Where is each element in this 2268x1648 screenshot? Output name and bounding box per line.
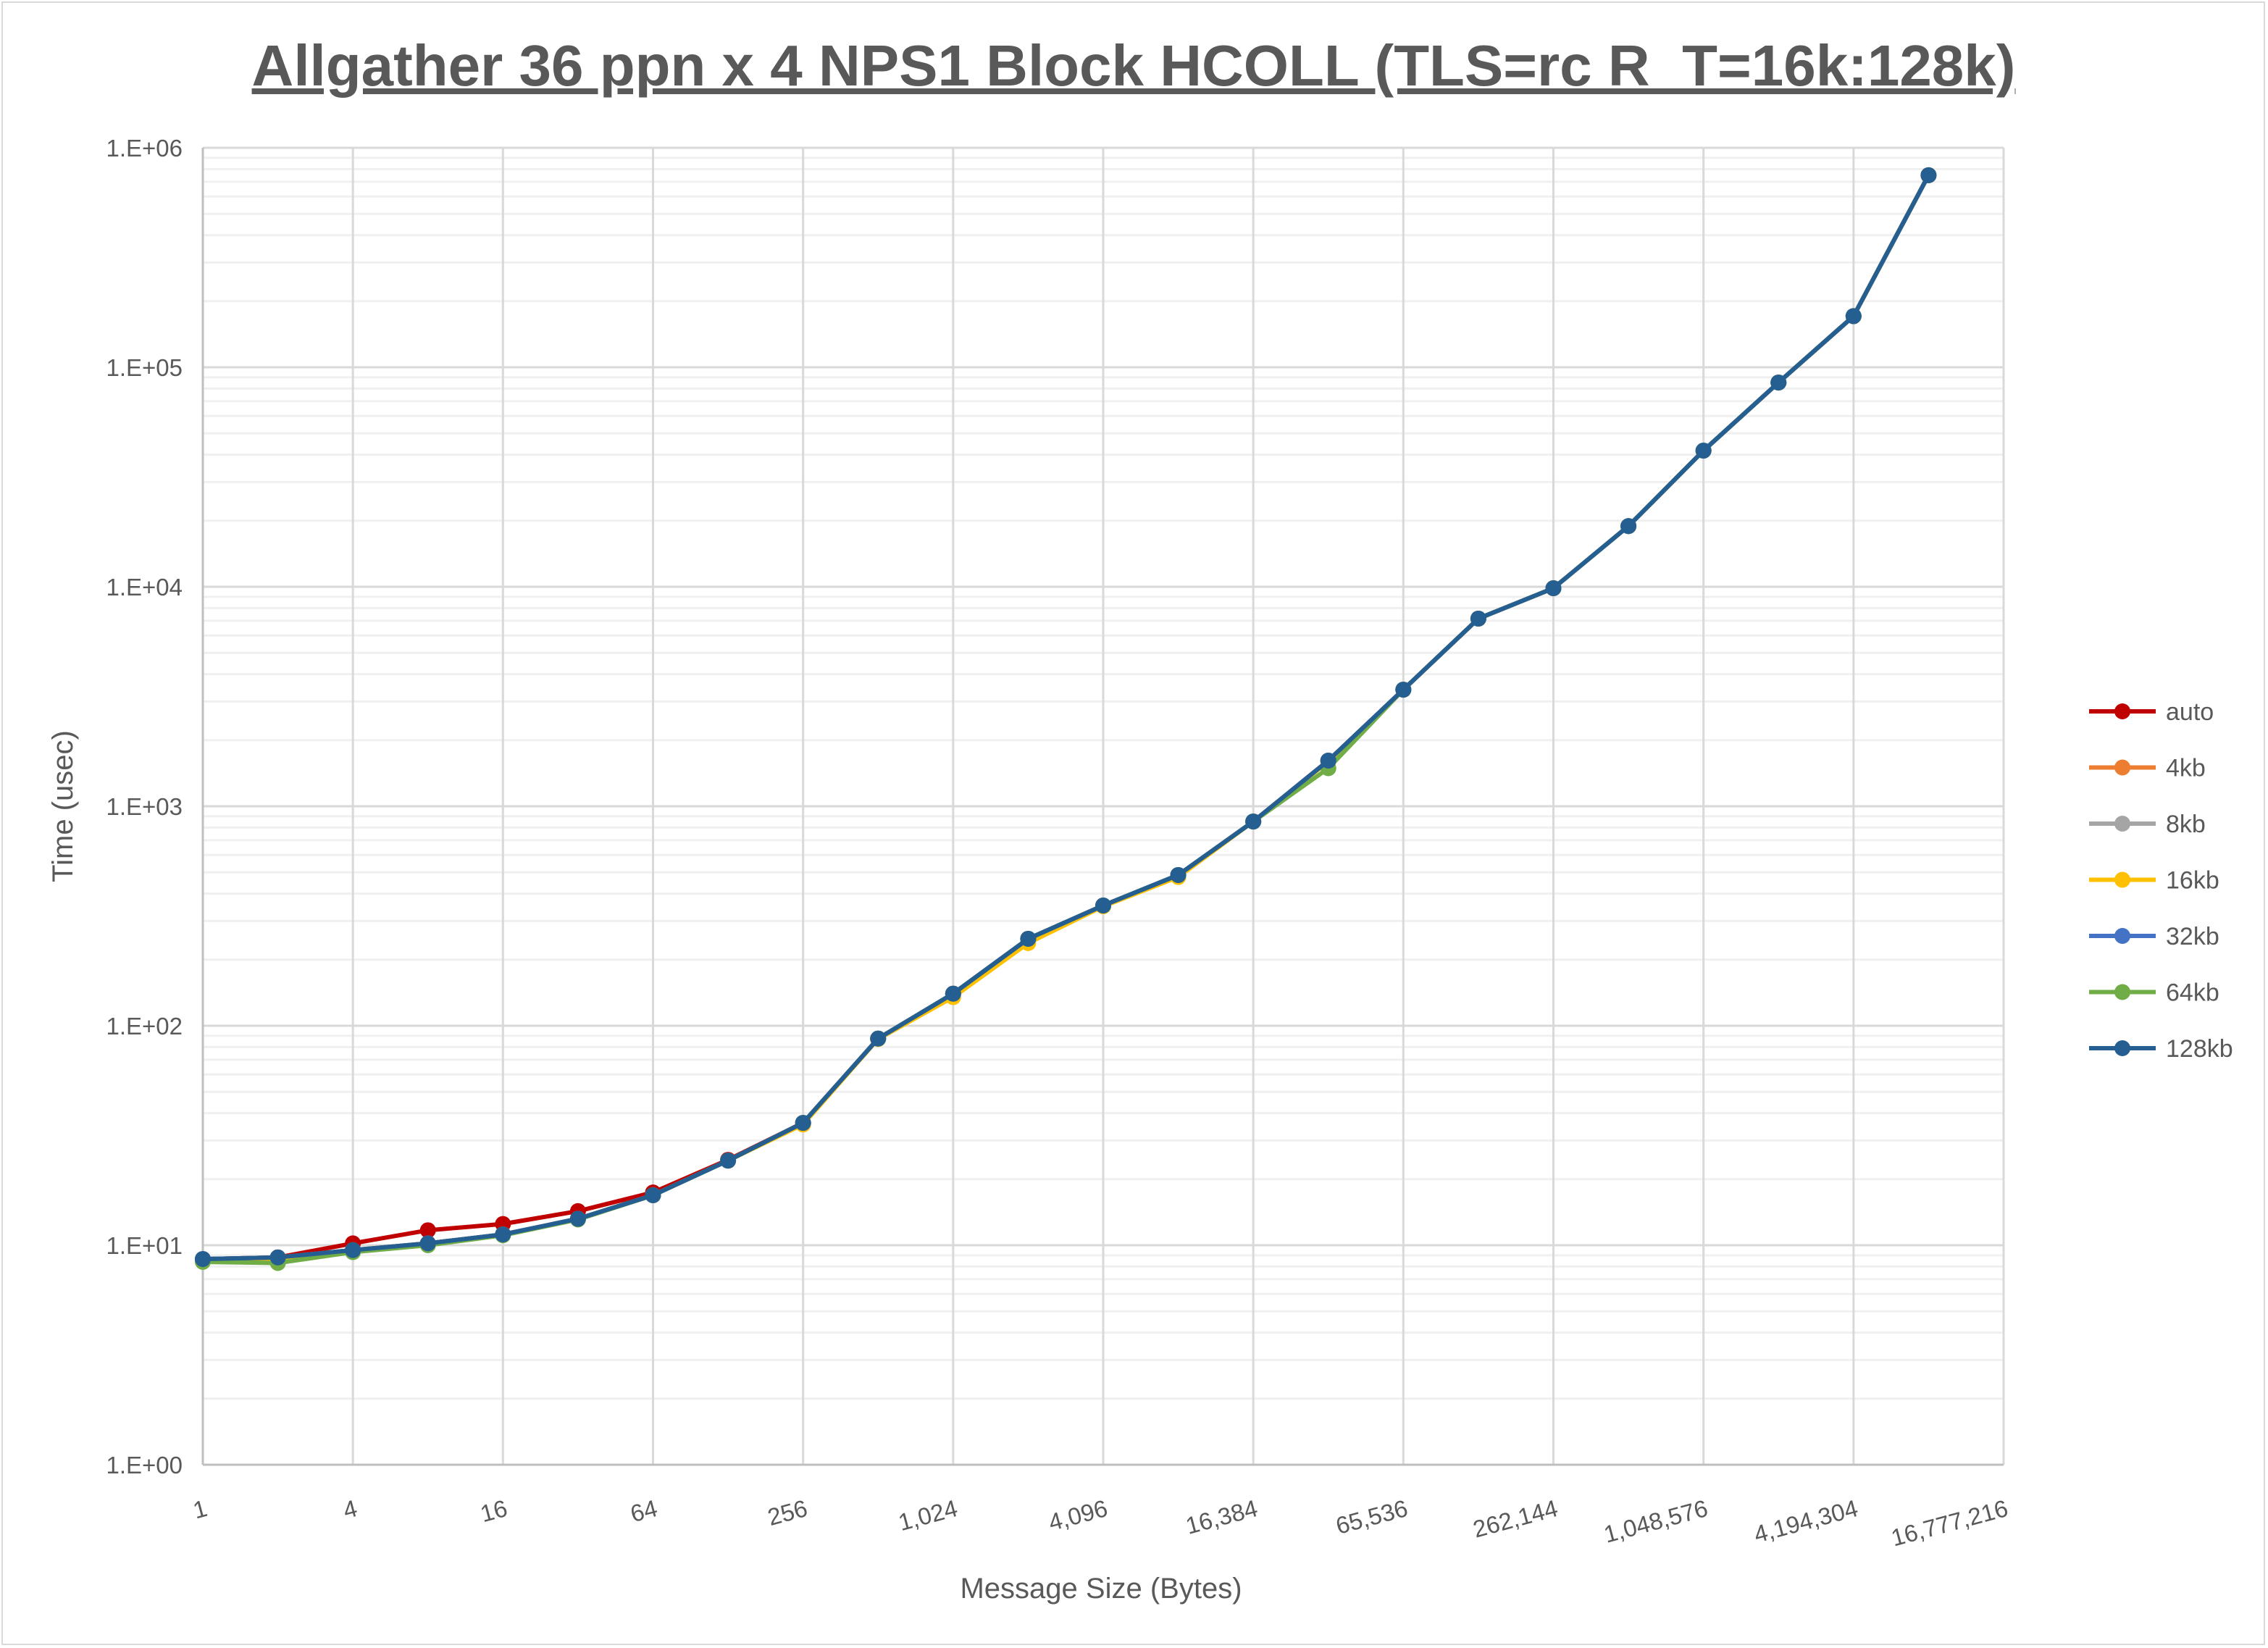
series-line-auto [202,174,1931,1262]
data-point-128kb [1470,610,1486,627]
data-point-128kb [945,985,961,1002]
x-tick-label: 16,384 [1183,1494,1260,1539]
legend-item-auto: auto [2089,698,2214,726]
legend-marker [2114,928,2130,944]
y-tick-label: 1.E+03 [106,793,183,820]
x-axis-title: Message Size (Bytes) [960,1573,1242,1605]
series-4kb [195,167,1937,1268]
axes: 1.E+00 1.E+01 1.E+02 1.E+03 1.E+04 1.E+05 1.E+… [106,135,2010,1552]
x-tick-label: 1,048,576 [1601,1494,1710,1548]
data-point-128kb [1770,375,1787,391]
data-point-128kb [495,1226,511,1243]
series-32kb [195,167,1937,1268]
series-16kb [195,167,1937,1268]
y-tick-label: 1.E+04 [106,574,183,601]
y-tick-label: 1.E+02 [106,1013,183,1040]
legend-marker [2114,703,2130,719]
series-line-4kb [202,174,1931,1262]
data-point-128kb [269,1249,286,1266]
x-tick-label: 262,144 [1470,1494,1561,1543]
data-point-128kb [1320,753,1336,769]
data-point-128kb [195,1251,211,1268]
x-tick-label: 4,096 [1045,1494,1110,1536]
x-tick-label: 1,024 [895,1494,960,1536]
x-tick-label: 64 [627,1494,660,1527]
y-tick-label: 1.E+06 [106,135,183,162]
legend-item-8kb: 8kb [2089,811,2206,838]
series-auto [195,167,1937,1268]
data-point-128kb [1245,813,1262,830]
data-point-128kb [1020,930,1037,947]
legend-label: 128kb [2166,1035,2233,1063]
series-line-8kb [202,174,1931,1262]
legend-label: 64kb [2166,979,2219,1007]
legend-marker [2114,984,2130,1000]
data-point-128kb [1170,866,1187,883]
series-128kb [195,167,1937,1268]
data-point-128kb [1095,898,1111,914]
y-axis-title: Time (usec) [47,730,79,882]
legend-item-4kb: 4kb [2089,755,2206,782]
data-point-128kb [1395,682,1412,698]
series-line-128kb [202,174,1931,1262]
x-tick-label: 16 [477,1494,510,1527]
x-tick-label: 4,194,304 [1751,1494,1860,1548]
data-point-128kb [1695,443,1712,459]
x-tick-label: 4 [340,1494,360,1523]
legend-label: 4kb [2166,755,2206,782]
legend-marker [2114,759,2130,776]
x-tick-label: 1 [191,1494,210,1523]
data-point-128kb [870,1030,887,1047]
series-line-16kb [202,174,1931,1262]
series-64kb [195,167,1937,1271]
data-point-128kb [645,1187,661,1203]
chart-title: Allgather 36 ppn x 4 NPS1 Block HCOLL (T… [252,33,2016,98]
legend-label: 8kb [2166,811,2206,838]
data-point-128kb [720,1153,737,1169]
data-point-128kb [1620,518,1637,535]
legend: auto 4kb 8kb 16kb 32kb 64kb 128kb [2089,698,2233,1063]
x-tick-label: 16,777,216 [1888,1494,2011,1551]
data-point-128kb [1920,167,1937,183]
gridlines [201,146,2005,1466]
y-tick-label: 1.E+05 [106,354,183,381]
legend-item-32kb: 32kb [2089,923,2219,950]
y-tick-label: 1.E+00 [106,1452,183,1478]
legend-label: 32kb [2166,923,2219,950]
series-line-32kb [202,174,1931,1262]
data-point-128kb [795,1115,811,1132]
legend-label: 16kb [2166,867,2219,895]
legend-item-64kb: 64kb [2089,979,2219,1007]
series-8kb [195,167,1937,1268]
x-tick-label: 65,536 [1333,1494,1410,1539]
data-point-128kb [1845,308,1862,325]
data-point-128kb [1545,580,1562,596]
series-group [195,167,1937,1271]
y-tick-label: 1.E+01 [106,1232,183,1259]
legend-marker [2114,1040,2130,1056]
legend-marker [2114,871,2130,888]
data-point-auto [419,1222,436,1239]
data-point-128kb [345,1242,361,1258]
legend-label: auto [2166,698,2214,726]
data-point-128kb [419,1235,436,1252]
legend-item-128kb: 128kb [2089,1035,2233,1063]
series-line-64kb [202,174,1931,1266]
legend-marker [2114,816,2130,832]
x-tick-label: 256 [765,1494,811,1531]
legend-item-16kb: 16kb [2089,867,2219,895]
data-point-128kb [569,1210,586,1227]
